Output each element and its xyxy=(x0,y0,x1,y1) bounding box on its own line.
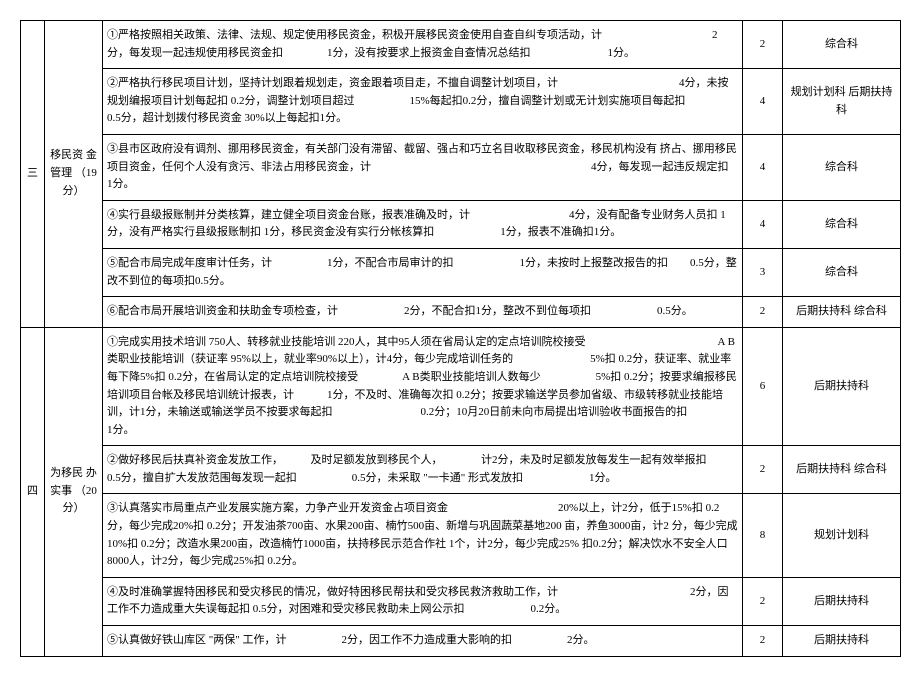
criteria-description: ①完成实用技术培训 750人、转移就业技能培训 220人，其中95人须在省局认定… xyxy=(103,327,743,446)
responsible-department: 后期扶持科 综合科 xyxy=(783,297,901,328)
section-number: 四 xyxy=(21,327,45,656)
table-row: ②做好移民后扶真补资金发放工作， 及时足额发放到移民个人， 计2分，未及时足额发… xyxy=(21,446,901,494)
section-category: 为移民 办实事 （20 分） xyxy=(45,327,103,656)
responsible-department: 后期扶持科 综合科 xyxy=(783,446,901,494)
evaluation-table: 三移民资 金管理 （19 分）①严格按照相关政策、法律、法规、规定使用移民资金，… xyxy=(20,20,901,657)
table-row: 四为移民 办实事 （20 分）①完成实用技术培训 750人、转移就业技能培训 2… xyxy=(21,327,901,446)
criteria-description: ⑤配合市局完成年度审计任务，计 1分，不配合市局审计的扣 1分，未按时上报整改报… xyxy=(103,248,743,296)
score-value: 8 xyxy=(743,494,783,577)
table-row: ④实行县级报账制并分类核算，建立健全项目资金台账，报表准确及时，计 4分，没有配… xyxy=(21,200,901,248)
criteria-description: ③认真落实市局重点产业发展实施方案，力争产业开发资金占项目资金 20%以上，计2… xyxy=(103,494,743,577)
table-row: ③认真落实市局重点产业发展实施方案，力争产业开发资金占项目资金 20%以上，计2… xyxy=(21,494,901,577)
responsible-department: 综合科 xyxy=(783,200,901,248)
table-row: ⑤配合市局完成年度审计任务，计 1分，不配合市局审计的扣 1分，未按时上报整改报… xyxy=(21,248,901,296)
score-value: 2 xyxy=(743,21,783,69)
table-row: ③县市区政府没有调剂、挪用移民资金，有关部门没有滞留、截留、强占和巧立名目收取移… xyxy=(21,134,901,200)
criteria-description: ④实行县级报账制并分类核算，建立健全项目资金台账，报表准确及时，计 4分，没有配… xyxy=(103,200,743,248)
criteria-description: ①严格按照相关政策、法律、法规、规定使用移民资金，积极开展移民资金使用自查自纠专… xyxy=(103,21,743,69)
score-value: 2 xyxy=(743,297,783,328)
responsible-department: 综合科 xyxy=(783,248,901,296)
criteria-description: ②做好移民后扶真补资金发放工作， 及时足额发放到移民个人， 计2分，未及时足额发… xyxy=(103,446,743,494)
responsible-department: 后期扶持科 xyxy=(783,327,901,446)
responsible-department: 规划计划科 后期扶持科 xyxy=(783,69,901,135)
responsible-department: 综合科 xyxy=(783,134,901,200)
criteria-description: ②严格执行移民项目计划，坚持计划跟着规划走，资金跟着项目走，不擅自调整计划项目，… xyxy=(103,69,743,135)
score-value: 6 xyxy=(743,327,783,446)
score-value: 4 xyxy=(743,134,783,200)
score-value: 2 xyxy=(743,446,783,494)
table-row: ⑥配合市局开展培训资金和扶助金专项检查，计 2分，不配合扣1分，整改不到位每项扣… xyxy=(21,297,901,328)
responsible-department: 后期扶持科 xyxy=(783,577,901,625)
table-row: 三移民资 金管理 （19 分）①严格按照相关政策、法律、法规、规定使用移民资金，… xyxy=(21,21,901,69)
criteria-description: ⑤认真做好铁山库区 "两保" 工作，计 2分，因工作不力造成重大影响的扣 2分。 xyxy=(103,626,743,657)
section-category: 移民资 金管理 （19 分） xyxy=(45,21,103,328)
score-value: 4 xyxy=(743,69,783,135)
responsible-department: 规划计划科 xyxy=(783,494,901,577)
criteria-description: ④及时准确掌握特困移民和受灾移民的情况，做好特困移民帮扶和受灾移民救济救助工作，… xyxy=(103,577,743,625)
score-value: 2 xyxy=(743,577,783,625)
table-row: ④及时准确掌握特困移民和受灾移民的情况，做好特困移民帮扶和受灾移民救济救助工作，… xyxy=(21,577,901,625)
criteria-description: ③县市区政府没有调剂、挪用移民资金，有关部门没有滞留、截留、强占和巧立名目收取移… xyxy=(103,134,743,200)
responsible-department: 综合科 xyxy=(783,21,901,69)
responsible-department: 后期扶持科 xyxy=(783,626,901,657)
score-value: 3 xyxy=(743,248,783,296)
table-row: ②严格执行移民项目计划，坚持计划跟着规划走，资金跟着项目走，不擅自调整计划项目，… xyxy=(21,69,901,135)
table-row: ⑤认真做好铁山库区 "两保" 工作，计 2分，因工作不力造成重大影响的扣 2分。… xyxy=(21,626,901,657)
score-value: 2 xyxy=(743,626,783,657)
score-value: 4 xyxy=(743,200,783,248)
section-number: 三 xyxy=(21,21,45,328)
criteria-description: ⑥配合市局开展培训资金和扶助金专项检查，计 2分，不配合扣1分，整改不到位每项扣… xyxy=(103,297,743,328)
